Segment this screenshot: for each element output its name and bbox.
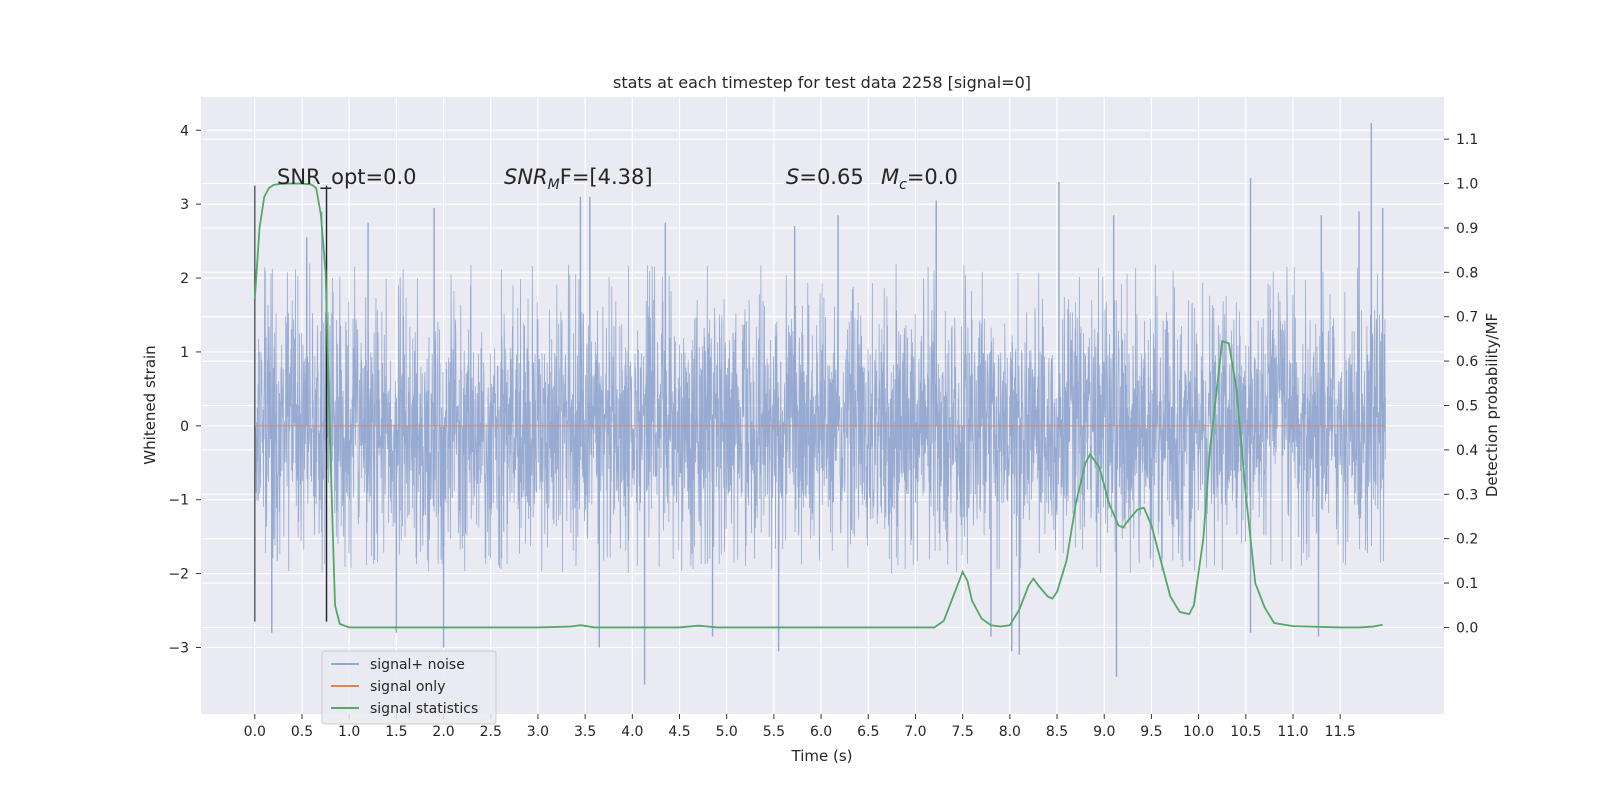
x-tick-label: 8.5 (1046, 724, 1068, 740)
x-tick-label: 3.5 (574, 724, 596, 740)
chart-title: stats at each timestep for test data 225… (613, 73, 1031, 92)
y-tick-label-left: 0 (180, 419, 189, 435)
y-tick-label-right: 0.2 (1456, 532, 1478, 548)
snr-mf-symbol: SNR (504, 165, 548, 189)
y-tick-label-right: 0.1 (1456, 576, 1478, 592)
x-tick-label: 2.0 (432, 724, 454, 740)
mc-subscript: c (899, 177, 907, 193)
statistics-series (253, 182, 1383, 629)
x-axis-label: Time (s) (791, 747, 853, 765)
y-axis-label-right: Detection probability/MF (1483, 313, 1501, 497)
y-tick-label-left: −3 (168, 640, 189, 656)
x-tick-label: 3.0 (527, 724, 549, 740)
mc-symbol: M (881, 165, 899, 189)
x-tick-label: 4.5 (668, 724, 690, 740)
mc-value: =0.0 (907, 165, 958, 189)
x-tick-label: 2.5 (480, 724, 502, 740)
y-tick-label-left: 3 (180, 197, 189, 213)
x-tick-label: 9.0 (1093, 724, 1115, 740)
x-tick-label: 4.0 (621, 724, 643, 740)
legend-label-signal-only: signal only (370, 679, 445, 695)
x-tick-label: 0.5 (291, 724, 313, 740)
s-value: =0.65 (799, 165, 863, 189)
x-tick-label: 0.0 (244, 724, 266, 740)
x-tick-label: 10.0 (1183, 724, 1214, 740)
snr-mf-value: F=[4.38] (560, 165, 653, 189)
snr-mf-subscript: M (548, 177, 560, 193)
annotation-s: S=0.65 (786, 165, 864, 189)
legend-label-noise: signal+ noise (370, 657, 465, 673)
y-tick-label-left: −2 (168, 567, 189, 583)
x-tick-label: 1.0 (338, 724, 360, 740)
y-tick-label-right: 1.1 (1456, 132, 1478, 148)
annotation-snr-mf: SNRMF=[4.38] (504, 165, 653, 193)
y-tick-label-right: 0.7 (1456, 310, 1478, 326)
legend-label-statistics: signal statistics (370, 701, 478, 717)
x-tick-label: 11.5 (1325, 724, 1356, 740)
x-tick-label: 5.5 (763, 724, 785, 740)
x-tick-label: 7.5 (952, 724, 974, 740)
y-tick-label-left: 2 (180, 271, 189, 287)
x-tick-label: 5.0 (716, 724, 738, 740)
y-tick-label-right: 0.3 (1456, 487, 1478, 503)
y-tick-label-right: 0.8 (1456, 265, 1478, 281)
annotation-snr-opt: SNR_opt=0.0 (277, 165, 417, 190)
x-tick-label: 10.5 (1230, 724, 1261, 740)
y-tick-label-right: 0.0 (1456, 620, 1478, 636)
annotation-mc: Mc=0.0 (881, 165, 958, 193)
y-axis-label-left: Whitened strain (141, 345, 159, 464)
y-tick-label-right: 1.0 (1456, 177, 1478, 193)
y-tick-label-right: 0.5 (1456, 399, 1478, 415)
x-tick-label: 7.0 (904, 724, 926, 740)
y-tick-label-left: −1 (168, 493, 189, 509)
y-tick-label-left: 1 (180, 345, 189, 361)
vertical-markers (254, 185, 328, 622)
x-tick-label: 9.5 (1140, 724, 1162, 740)
statistics-line (253, 182, 1383, 629)
x-tick-label: 8.0 (999, 724, 1021, 740)
legend-box (321, 650, 497, 725)
legend: signal+ noise signal only signal statist… (321, 650, 497, 725)
y-tick-label-right: 0.6 (1456, 354, 1478, 370)
x-tick-label: 6.5 (857, 724, 879, 740)
y-tick-label-right: 0.9 (1456, 221, 1478, 237)
axis-ticks: 0.0 0.5 1.0 1.5 2.0 2.5 3.0 3.5 4.0 4.5 5.0 5.5 6.0 6… (168, 123, 1478, 740)
x-tick-label: 6.0 (810, 724, 832, 740)
y-tick-label-right: 0.4 (1456, 443, 1478, 459)
noise-series (254, 122, 1386, 685)
y-tick-label-left: 4 (180, 123, 189, 139)
s-symbol: S (786, 165, 799, 189)
x-tick-label: 11.0 (1277, 724, 1308, 740)
x-tick-label: 1.5 (385, 724, 407, 740)
